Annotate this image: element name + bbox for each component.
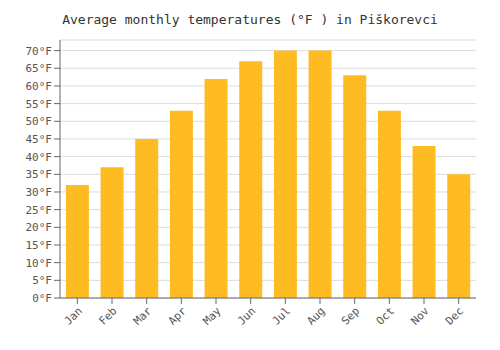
svg-text:10°F: 10°F: [26, 257, 53, 270]
svg-text:Oct: Oct: [374, 304, 397, 327]
html-text:Average monthly temperatures (: Average monthly temperatures (°F ) in Pi…: [62, 12, 438, 27]
svg-text:Jan: Jan: [62, 304, 85, 327]
svg-text:Mar: Mar: [131, 304, 155, 328]
svg-text:Dec: Dec: [443, 304, 466, 327]
svg-text:Apr: Apr: [166, 304, 190, 328]
svg-text:0°F: 0°F: [32, 292, 52, 305]
svg-text:5°F: 5°F: [32, 274, 52, 287]
svg-text:35°F: 35°F: [26, 168, 53, 181]
svg-text:Feb: Feb: [96, 304, 119, 327]
svg-text:50°F: 50°F: [26, 115, 53, 128]
svg-text:20°F: 20°F: [26, 221, 53, 234]
svg-text:45°F: 45°F: [26, 133, 53, 146]
svg-text:Nov: Nov: [408, 304, 432, 328]
svg-text:30°F: 30°F: [26, 186, 53, 199]
svg-text:Jul: Jul: [270, 304, 293, 327]
svg-text:Jun: Jun: [235, 304, 258, 327]
svg-text:65°F: 65°F: [26, 62, 53, 75]
svg-text:Sep: Sep: [339, 304, 362, 327]
svg-text:15°F: 15°F: [26, 239, 53, 252]
svg-text:May: May: [200, 304, 224, 328]
svg-text:Aug: Aug: [304, 304, 327, 327]
svg-text:60°F: 60°F: [26, 80, 53, 93]
svg-text:40°F: 40°F: [26, 151, 53, 164]
svg-text:70°F: 70°F: [26, 45, 53, 58]
svg-text:55°F: 55°F: [26, 98, 53, 111]
svg-text:25°F: 25°F: [26, 204, 53, 217]
